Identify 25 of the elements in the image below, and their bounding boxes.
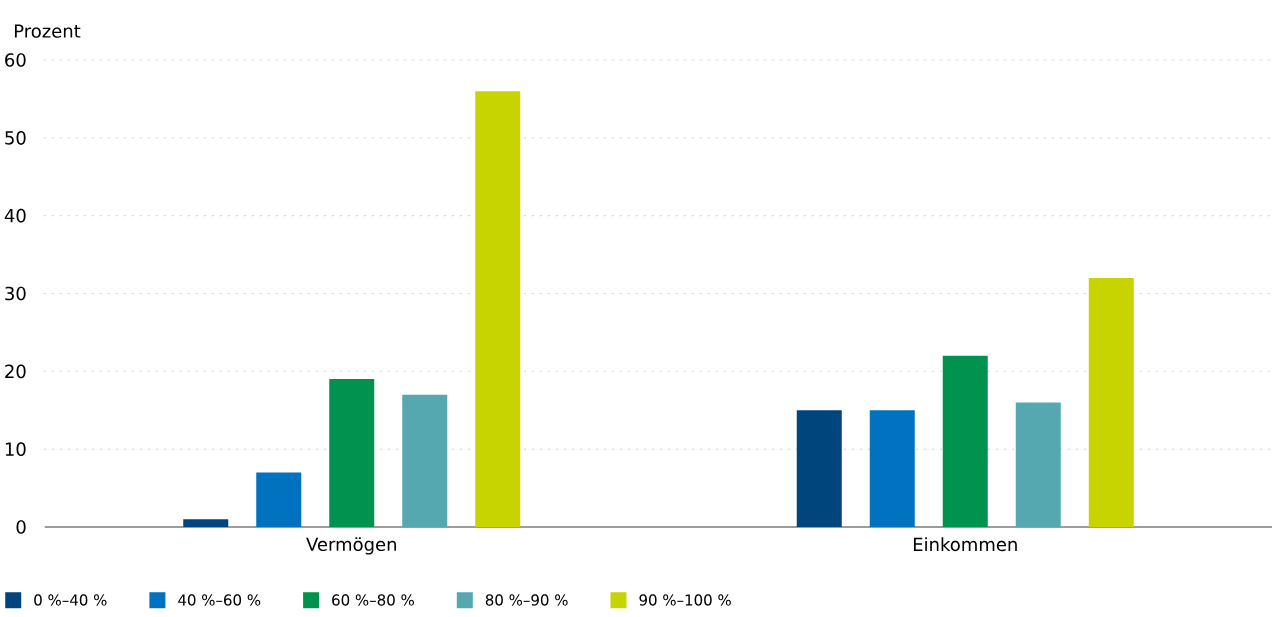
bar <box>475 91 521 527</box>
legend-label: 90 %–100 % <box>639 594 731 606</box>
legend-label: 80 %–90 % <box>485 594 568 606</box>
y-tick-label: 60 <box>5 53 26 67</box>
x-tick-label: Vermögen <box>306 537 396 555</box>
y-tick-label: 40 <box>4 208 26 223</box>
y-axis-title: Prozent <box>14 24 81 38</box>
bar <box>1015 402 1061 527</box>
bar <box>1088 277 1134 527</box>
y-tick-label: 20 <box>5 364 26 379</box>
bar <box>329 379 375 527</box>
bar <box>183 519 229 527</box>
legend-label: 60 %–80 % <box>332 594 414 606</box>
bar <box>869 410 915 527</box>
y-tick-label: 10 <box>5 442 26 456</box>
bar <box>796 410 842 527</box>
legend-label: 0 %–40 % <box>34 594 107 606</box>
y-tick-label: 50 <box>5 131 26 145</box>
legend-label: 40 %–60 % <box>178 594 261 606</box>
x-tick-label: Einkommen <box>913 537 1017 552</box>
y-tick-label: 0 <box>16 520 26 534</box>
y-tick-label: 30 <box>5 286 26 301</box>
bar <box>256 472 302 527</box>
bar <box>402 394 448 527</box>
bar <box>942 355 988 527</box>
